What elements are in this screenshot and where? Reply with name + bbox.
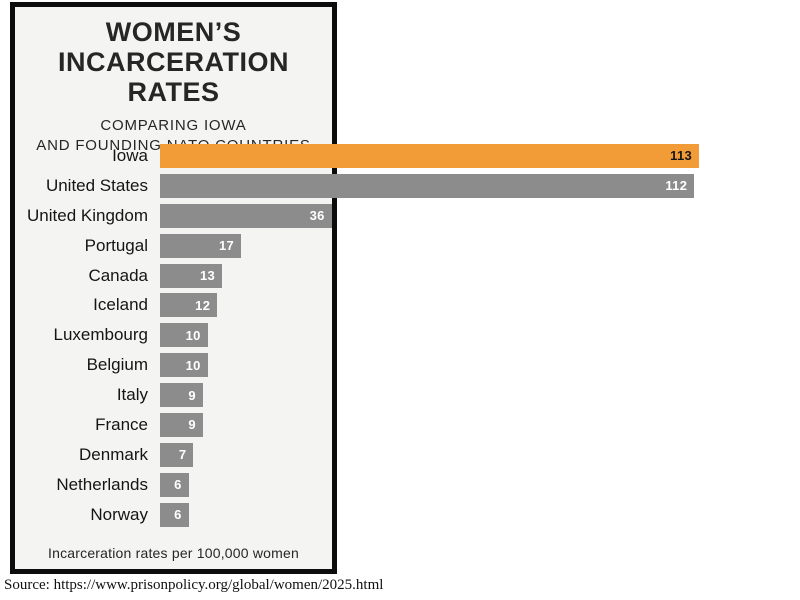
category-label: Canada (88, 265, 148, 285)
bar-luxembourg: 10 (160, 323, 208, 348)
category-label: Iceland (93, 295, 148, 315)
bar-row-belgium: Belgium 10 (0, 350, 800, 380)
chart-title: WOMEN’S INCARCERATION RATES (15, 17, 332, 107)
bar-portugal: 17 (160, 233, 242, 258)
category-label: France (95, 414, 148, 434)
category-label: Belgium (86, 355, 148, 375)
bar-denmark: 7 (160, 442, 194, 467)
category-label: Italy (116, 385, 148, 405)
value-label: 36 (309, 208, 325, 224)
bar-italy: 9 (160, 383, 203, 408)
category-label: Luxembourg (53, 325, 148, 345)
axis-note: Incarceration rates per 100,000 women (48, 545, 299, 561)
bar-row-canada: Canada 13 (0, 261, 800, 291)
bar-row-france: France 9 (0, 410, 800, 440)
bar-rows: Iowa 113 United States 112 United Kingdom 36 P… (0, 141, 800, 530)
value-label: 13 (199, 268, 215, 283)
bar-row-iowa: Iowa 113 (0, 141, 800, 171)
bar-iowa: 113 (160, 143, 699, 168)
bar-united-states: 112 (160, 173, 695, 198)
chart-title-line-1: WOMEN’S (105, 17, 242, 47)
value-label: 6 (174, 507, 182, 523)
bar-row-united-states: United States 112 (0, 171, 800, 201)
category-label: Denmark (79, 444, 148, 464)
chart-title-line-2: INCARCERATION RATES (58, 47, 289, 107)
bar-united-kingdom: 36 (160, 203, 332, 228)
bar-row-denmark: Denmark 7 (0, 440, 800, 470)
bar-netherlands: 6 (160, 472, 189, 497)
bar-row-iceland: Iceland 12 (0, 290, 800, 320)
category-label: Norway (90, 504, 148, 524)
bar-row-portugal: Portugal 17 (0, 231, 800, 261)
category-label: Netherlands (56, 474, 148, 494)
bar-france: 9 (160, 412, 203, 437)
value-label: 7 (178, 447, 187, 463)
bar-iceland: 12 (160, 293, 218, 318)
value-label: 6 (174, 477, 182, 493)
value-label: 9 (188, 387, 196, 403)
bar-norway: 6 (160, 502, 189, 527)
bar-row-luxembourg: Luxembourg 10 (0, 320, 800, 350)
value-label: 9 (188, 417, 196, 433)
source-text: Source: https://www.prisonpolicy.org/glo… (4, 577, 384, 593)
bar-canada: 13 (160, 263, 222, 288)
bar-row-netherlands: Netherlands 6 (0, 470, 800, 500)
value-label: 10 (185, 357, 201, 373)
chart-subtitle-line-1: COMPARING IOWA (100, 117, 247, 134)
category-label: Iowa (112, 145, 148, 165)
category-label: Portugal (84, 235, 148, 255)
category-label: United Kingdom (27, 205, 148, 225)
value-label: 112 (665, 178, 688, 194)
bar-row-italy: Italy 9 (0, 380, 800, 410)
value-label: 113 (670, 148, 692, 164)
bar-belgium: 10 (160, 353, 208, 378)
bar-row-norway: Norway 6 (0, 500, 800, 530)
value-label: 10 (185, 327, 201, 343)
category-label: United States (45, 175, 148, 195)
bar-row-united-kingdom: United Kingdom 36 (0, 201, 800, 231)
value-label: 12 (195, 297, 211, 313)
value-label: 17 (219, 238, 235, 254)
